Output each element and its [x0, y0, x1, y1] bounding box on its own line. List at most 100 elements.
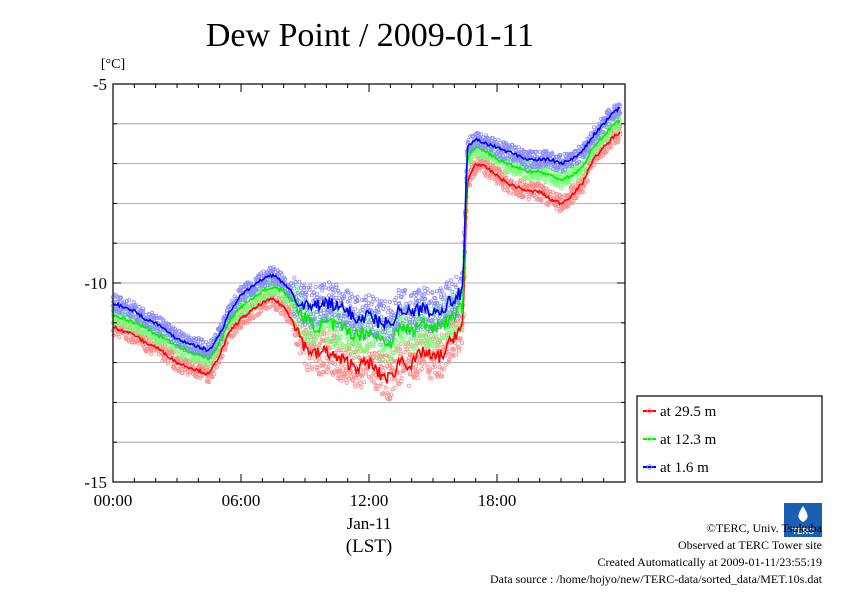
data-point: [510, 142, 515, 147]
data-point: [239, 325, 244, 330]
data-point: [131, 332, 136, 337]
data-point: [408, 294, 413, 299]
data-point: [423, 288, 428, 293]
data-point: [367, 375, 372, 380]
data-point: [339, 378, 344, 383]
data-point: [435, 300, 440, 305]
data-point: [336, 288, 341, 293]
data-point: [300, 323, 305, 328]
data-point: [140, 310, 145, 315]
data-point: [260, 297, 265, 302]
data-point: [332, 362, 337, 367]
data-point: [272, 267, 277, 272]
data-point: [293, 317, 298, 322]
data-point: [383, 330, 388, 335]
data-point: [525, 183, 530, 188]
data-point: [598, 145, 603, 150]
data-point: [137, 304, 142, 309]
data-point: [337, 318, 342, 323]
data-point: [596, 135, 601, 140]
data-point: [379, 299, 384, 304]
data-point: [557, 155, 562, 160]
data-point: [200, 340, 205, 345]
data-point: [173, 348, 178, 353]
data-point: [509, 168, 514, 173]
data-point: [478, 132, 483, 137]
data-point: [303, 329, 308, 334]
data-point: [218, 326, 223, 331]
data-point: [394, 295, 399, 300]
data-point: [342, 364, 347, 369]
data-point: [265, 278, 270, 283]
data-point: [387, 334, 392, 339]
data-point: [149, 352, 154, 357]
data-point: [234, 329, 239, 334]
data-point: [549, 179, 554, 184]
data-point: [618, 104, 623, 109]
data-point: [296, 291, 301, 296]
data-point: [408, 319, 413, 324]
footer-observed: Observed at TERC Tower site: [678, 538, 822, 552]
data-point: [422, 332, 427, 337]
data-point: [325, 338, 330, 343]
data-point: [555, 162, 560, 167]
data-point: [422, 292, 427, 297]
data-point: [274, 292, 279, 297]
data-point: [524, 174, 529, 179]
legend-marker: [646, 464, 653, 470]
data-point: [403, 350, 408, 355]
data-point: [390, 365, 395, 370]
data-point: [349, 324, 354, 329]
y-tick-label: -5: [93, 75, 107, 94]
data-point: [418, 330, 423, 335]
data-point: [172, 338, 177, 343]
data-point: [177, 368, 182, 373]
data-point: [383, 385, 388, 390]
data-point: [342, 312, 347, 317]
data-point: [550, 150, 555, 155]
data-point: [499, 172, 504, 177]
data-point: [387, 396, 392, 401]
data-point: [489, 135, 494, 140]
data-point: [446, 360, 451, 365]
data-point: [321, 282, 326, 287]
data-point: [239, 311, 244, 316]
data-point: [327, 330, 332, 335]
data-point: [246, 306, 251, 311]
data-point: [420, 362, 425, 367]
data-point: [377, 355, 382, 360]
data-point: [381, 357, 386, 362]
data-point: [604, 125, 609, 130]
data-point: [443, 362, 448, 367]
data-point: [434, 343, 439, 348]
data-point: [433, 316, 438, 321]
legend-marker: [646, 436, 653, 442]
data-point: [278, 310, 283, 315]
data-point: [589, 131, 594, 136]
data-point: [212, 367, 217, 372]
data-point: [360, 305, 365, 310]
y-axis-ticks: -5-10-15: [84, 75, 625, 492]
data-point: [375, 297, 380, 302]
data-point: [590, 139, 595, 144]
data-point: [307, 356, 312, 361]
data-point: [437, 288, 442, 293]
data-point: [133, 314, 138, 319]
data-point: [417, 358, 422, 363]
data-point: [615, 127, 620, 132]
data-point: [416, 289, 421, 294]
data-point: [518, 157, 523, 162]
data-point: [311, 290, 316, 295]
data-point: [339, 335, 344, 340]
data-point: [571, 199, 576, 204]
data-point: [323, 285, 328, 290]
data-point: [415, 371, 420, 376]
data-point: [126, 298, 131, 303]
data-point: [386, 392, 391, 397]
data-point: [389, 392, 394, 397]
data-point: [445, 286, 450, 291]
data-point: [445, 280, 450, 285]
data-point: [437, 337, 442, 342]
data-point: [396, 291, 401, 296]
data-point: [263, 296, 268, 301]
